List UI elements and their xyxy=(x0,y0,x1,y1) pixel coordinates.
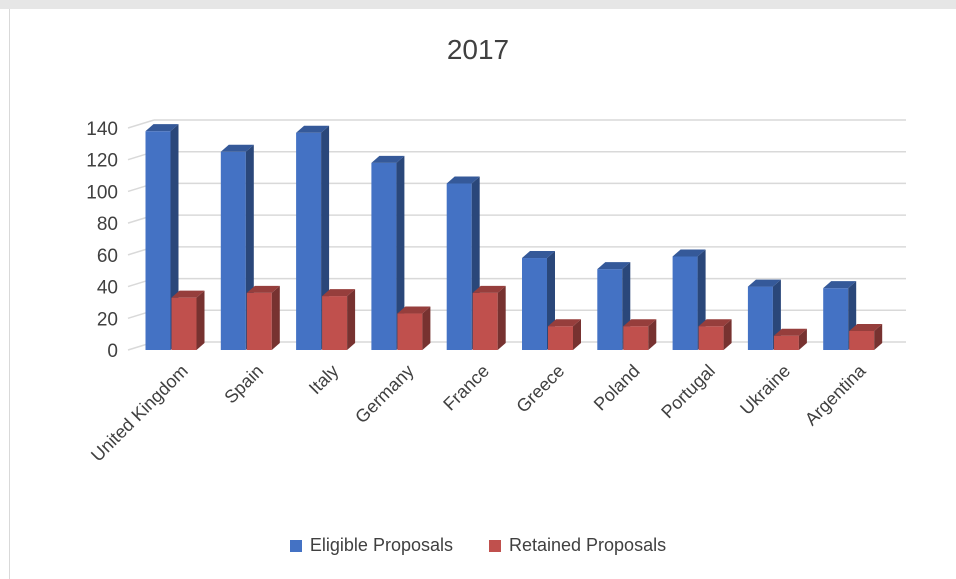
bar-eligible-proposals-germany-top xyxy=(371,155,405,163)
y-tick-label: 0 xyxy=(107,341,118,362)
legend-label-retained: Retained Proposals xyxy=(508,535,667,555)
bar-eligible-proposals-italy xyxy=(296,132,322,350)
bar-retained-proposals-italy-top xyxy=(322,289,356,297)
bar-retained-proposals-united-kingdom-side xyxy=(196,290,205,350)
y-tick-label: 120 xyxy=(86,151,118,172)
chart-title: 2017 xyxy=(446,34,510,65)
y-tick-label: 60 xyxy=(97,246,118,267)
bar-eligible-proposals-portugal-top xyxy=(672,249,706,257)
x-tick-label-united-kingdom: United Kingdom xyxy=(87,361,192,466)
bar-retained-proposals-ukraine xyxy=(773,335,799,350)
bar-retained-proposals-germany-top xyxy=(397,306,431,314)
bar-eligible-proposals-united-kingdom-top xyxy=(145,124,179,132)
bar-retained-proposals-ukraine-side xyxy=(798,328,807,350)
bar-retained-proposals-poland xyxy=(623,326,649,350)
bar-retained-proposals-italy xyxy=(322,296,348,350)
bar-retained-proposals-poland-side xyxy=(648,319,657,350)
bar-eligible-proposals-france xyxy=(446,183,472,350)
x-tick-label-germany: Germany xyxy=(351,361,417,427)
bar-eligible-proposals-spain xyxy=(220,151,246,350)
bar-eligible-proposals-spain-top xyxy=(220,144,254,152)
bar-retained-proposals-spain-side xyxy=(271,285,280,350)
bar-eligible-proposals-portugal xyxy=(672,256,698,350)
bar-eligible-proposals-italy-top xyxy=(296,125,330,133)
bar-eligible-proposals-ukraine-top xyxy=(747,279,781,287)
x-tick-label-france: France xyxy=(439,361,493,415)
bar-retained-proposals-germany xyxy=(397,313,423,350)
y-tick-label: 20 xyxy=(97,309,118,330)
bar-eligible-proposals-germany-side xyxy=(396,155,405,350)
x-tick-label-spain: Spain xyxy=(220,361,267,408)
bar-retained-proposals-ukraine-top xyxy=(773,328,807,336)
bar-eligible-proposals-argentina-top xyxy=(823,281,857,289)
bar-eligible-proposals-poland xyxy=(597,269,623,350)
bar-retained-proposals-portugal xyxy=(698,326,724,350)
bar-retained-proposals-argentina xyxy=(849,330,875,350)
legend-swatch-eligible xyxy=(289,539,302,552)
window-top-strip xyxy=(0,0,956,9)
x-tick-label-poland: Poland xyxy=(590,361,644,415)
legend-item-eligible: Eligible Proposals xyxy=(289,535,453,556)
x-tick-label-ukraine: Ukraine xyxy=(736,361,794,419)
bar-retained-proposals-france-side xyxy=(497,285,506,350)
bar-eligible-proposals-united-kingdom xyxy=(145,131,171,350)
legend: Eligible Proposals Retained Proposals xyxy=(0,535,956,556)
bar-eligible-proposals-greece xyxy=(522,258,547,350)
bar-retained-proposals-portugal-top xyxy=(698,319,732,327)
bar-retained-proposals-argentina-top xyxy=(849,323,883,331)
bar-retained-proposals-germany-side xyxy=(422,306,431,350)
bar-retained-proposals-argentina-side xyxy=(874,323,883,350)
bar-eligible-proposals-greece-top xyxy=(522,251,555,259)
legend-label-eligible: Eligible Proposals xyxy=(309,535,453,555)
bar-retained-proposals-greece-top xyxy=(548,319,581,327)
bar-retained-proposals-portugal-side xyxy=(723,319,732,350)
gridline-side xyxy=(127,119,155,129)
y-tick-label: 80 xyxy=(97,214,118,235)
bar-retained-proposals-greece xyxy=(548,326,573,350)
y-tick-label: 40 xyxy=(97,278,118,299)
bar-retained-proposals-italy-side xyxy=(347,289,356,350)
bar-eligible-proposals-france-top xyxy=(446,176,480,184)
bar-eligible-proposals-poland-top xyxy=(597,262,631,270)
legend-item-retained: Retained Proposals xyxy=(488,535,667,556)
x-tick-label-portugal: Portugal xyxy=(657,361,719,423)
x-tick-label-argentina: Argentina xyxy=(801,360,870,429)
bar-eligible-proposals-ukraine xyxy=(747,286,773,350)
y-tick-label: 140 xyxy=(86,119,118,140)
bar-retained-proposals-france xyxy=(472,292,498,350)
bar-retained-proposals-united-kingdom-top xyxy=(171,290,205,298)
bar-retained-proposals-france-top xyxy=(472,285,506,293)
bar-retained-proposals-spain xyxy=(246,292,272,350)
bar-retained-proposals-greece-side xyxy=(573,319,581,350)
legend-swatch-retained xyxy=(488,539,501,552)
x-tick-label-italy: Italy xyxy=(305,361,342,398)
bar-retained-proposals-poland-top xyxy=(623,319,657,327)
x-tick-label-greece: Greece xyxy=(512,361,568,417)
bar-retained-proposals-united-kingdom xyxy=(171,297,197,350)
bar-retained-proposals-spain-top xyxy=(246,285,280,293)
y-tick-label: 100 xyxy=(86,182,118,203)
bar-eligible-proposals-germany xyxy=(371,162,397,350)
bar-eligible-proposals-argentina xyxy=(823,288,849,350)
